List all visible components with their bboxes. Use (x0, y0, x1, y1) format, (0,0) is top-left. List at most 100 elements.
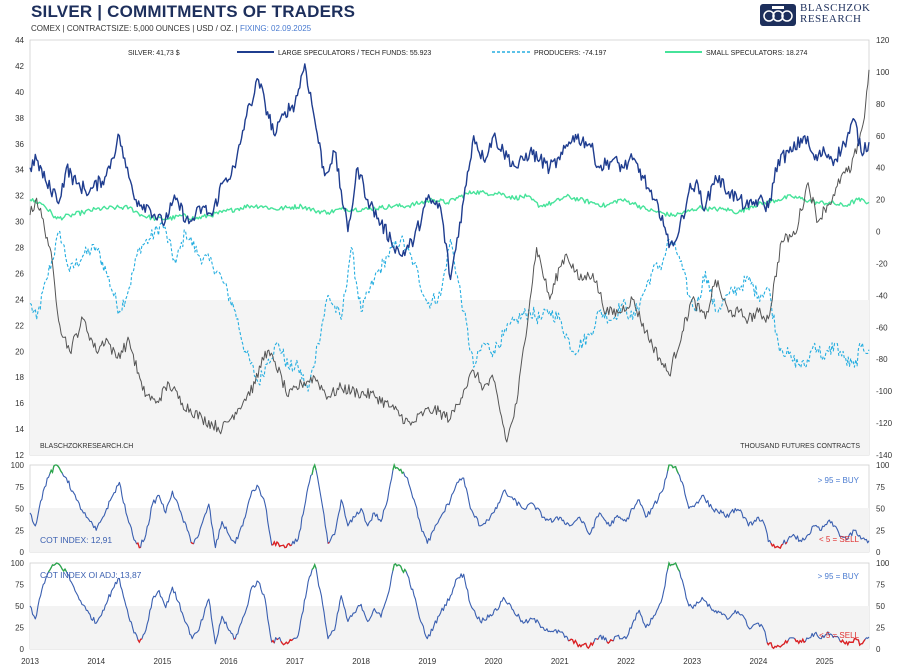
cot-oi-zones (47, 561, 866, 650)
cot-index-axes: 0 0 25 25 50 50 75 75 100 100 (11, 461, 890, 557)
x-tick-2021: 2021 (551, 657, 569, 666)
x-tick-2019: 2019 (418, 657, 436, 666)
cot-oi-left-tick-50: 50 (15, 602, 24, 611)
cot-sell-label: < 5 = SELL (819, 535, 860, 544)
main-band (30, 300, 869, 455)
series-line-small-speculators (29, 190, 870, 221)
x-tick-2013: 2013 (21, 657, 39, 666)
right-tick-20: 20 (876, 196, 885, 205)
logo-mark-icon (760, 4, 796, 26)
cot-index-sell-zone-1 (136, 542, 141, 549)
cot-index-right-tick-25: 25 (876, 526, 885, 535)
cot-oi-sell-zone-13 (794, 637, 806, 645)
cot-index-buy-zone-4 (311, 463, 317, 475)
cot-oi-band (30, 606, 869, 649)
legend-producers: PRODUCERS: -74.197 (534, 50, 606, 57)
cot-index-series (29, 462, 870, 549)
cot-oi-left-tick-25: 25 (15, 624, 24, 633)
left-tick-14: 14 (15, 425, 24, 434)
logo-line-2: RESEARCH (800, 13, 862, 25)
main-legend: SILVER: 41,73 $ LARGE SPECULATORS / TECH… (128, 50, 808, 57)
right-tick--80: -80 (876, 355, 888, 364)
cot-oi-right-tick-50: 50 (876, 602, 885, 611)
left-tick-20: 20 (15, 347, 24, 356)
left-tick-42: 42 (15, 62, 24, 71)
main-series-group (29, 63, 870, 443)
cot-index-buy-zone-6 (392, 462, 404, 475)
cot-index-label: COT INDEX: 12,91 (40, 535, 112, 545)
cot-oi-label: COT INDEX OI ADJ: 13,87 (40, 570, 142, 580)
cot-oi-line (29, 562, 870, 649)
left-tick-18: 18 (15, 373, 24, 382)
legend-large-specs: LARGE SPECULATORS / TECH FUNDS: 55.923 (278, 50, 431, 57)
cot-index-right-tick-0: 0 (876, 548, 881, 557)
x-tick-2017: 2017 (286, 657, 304, 666)
logo-text: BLASCHZOK RESEARCH (800, 3, 871, 25)
left-tick-22: 22 (15, 321, 24, 330)
left-tick-26: 26 (15, 269, 24, 278)
cot-oi-sell-label: < 5 = SELL (819, 631, 860, 640)
left-tick-32: 32 (15, 192, 24, 201)
cot-oi-sell-zone-3 (271, 639, 275, 644)
source-label: BLASCHZOKRESEARCH.CH (40, 443, 133, 450)
cot-index-sell-zone-5 (327, 541, 330, 544)
cot-oi-sell-zone-12 (766, 639, 789, 650)
cot-oi-sell-zone-5 (280, 638, 294, 646)
fixing-date: FIXING: 02.09.2025 (239, 24, 312, 33)
x-tick-2025: 2025 (816, 657, 834, 666)
cot-oi-right-tick-0: 0 (876, 645, 881, 654)
cot-index-left-tick-25: 25 (15, 526, 24, 535)
cot-oi-left-tick-100: 100 (11, 559, 25, 568)
cot-oi-right-tick-25: 25 (876, 624, 885, 633)
cot-oi-buy-label: > 95 = BUY (818, 572, 860, 581)
x-tick-2018: 2018 (352, 657, 370, 666)
cot-oi-buy-zone-6 (311, 562, 317, 570)
x-tick-2015: 2015 (154, 657, 172, 666)
right-tick-100: 100 (876, 68, 890, 77)
cot-index-left-tick-0: 0 (20, 548, 25, 557)
x-tick-2022: 2022 (617, 657, 635, 666)
x-tick-2024: 2024 (750, 657, 768, 666)
main-right-axis: -140 -120 -100 -80 -60 -40 -20 0 20 40 60 80 100 120 (876, 36, 893, 460)
series-line-silver (29, 69, 870, 443)
x-tick-2016: 2016 (220, 657, 238, 666)
cot-index-sell-zone-9 (785, 541, 788, 545)
series-line-producers (29, 222, 870, 392)
chart-title: SILVER | COMMITMENTS OF TRADERS (31, 2, 356, 21)
cot-oi-panel: 0 0 25 25 50 50 75 75 100 100 COT INDEX OI ADJ: 1… (11, 559, 890, 654)
cot-oi-left-tick-0: 0 (20, 645, 25, 654)
left-tick-34: 34 (15, 166, 24, 175)
cot-oi-buy-zone-11 (667, 561, 681, 572)
left-tick-44: 44 (15, 36, 24, 45)
cot-band (30, 508, 869, 552)
cot-index-left-tick-100: 100 (11, 461, 25, 470)
cot-oi-sell-zone-14 (839, 638, 866, 647)
right-tick-120: 120 (876, 36, 890, 45)
chart-header: SILVER | COMMITMENTS OF TRADERS COMEX | … (0, 0, 900, 40)
right-tick--100: -100 (876, 387, 893, 396)
left-tick-36: 36 (15, 140, 24, 149)
cot-index-panel: 0 0 25 25 50 50 75 75 100 100 COT INDEX: 12,91 > … (11, 461, 890, 557)
chart-subtitle: COMEX | CONTRACTSIZE: 5,000 OUNCES | USD… (31, 24, 311, 33)
cot-oi-sell-zone-4 (276, 638, 279, 641)
right-tick--40: -40 (876, 291, 888, 300)
series-line-large-speculators (29, 63, 870, 281)
left-tick-16: 16 (15, 399, 24, 408)
subtitle-text: COMEX | CONTRACTSIZE: 5,000 OUNCES | USD… (31, 24, 240, 33)
cot-buy-label: > 95 = BUY (818, 476, 860, 485)
cot-oi-buy-zone-7 (392, 563, 407, 574)
right-tick--60: -60 (876, 323, 888, 332)
cot-index-sell-zone-2 (190, 541, 194, 545)
cot-index-right-tick-100: 100 (876, 461, 890, 470)
cot-index-zones (49, 462, 788, 549)
right-tick--120: -120 (876, 419, 893, 428)
left-tick-24: 24 (15, 295, 24, 304)
left-tick-28: 28 (15, 244, 24, 253)
cot-oi-right-tick-75: 75 (876, 581, 885, 590)
legend-silver: SILVER: 41,73 $ (128, 50, 180, 57)
left-tick-30: 30 (15, 218, 24, 227)
cot-oi-sell-zone-1 (137, 638, 143, 644)
cot-index-line (29, 464, 870, 549)
